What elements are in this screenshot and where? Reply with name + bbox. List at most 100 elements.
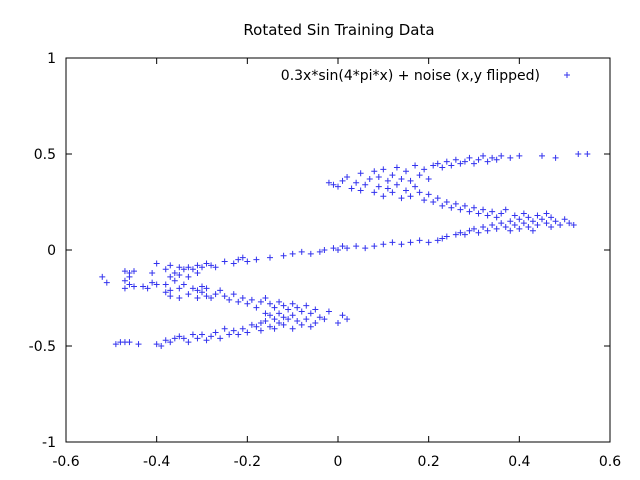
data-point xyxy=(434,237,441,244)
x-tick-label: 0.6 xyxy=(599,454,621,470)
data-point xyxy=(498,220,505,227)
data-point xyxy=(362,245,369,252)
data-point xyxy=(484,158,491,165)
data-point xyxy=(489,222,496,229)
data-point xyxy=(167,273,174,280)
data-point xyxy=(199,283,205,290)
data-point xyxy=(403,168,409,175)
data-point xyxy=(452,231,459,238)
data-point xyxy=(316,248,323,255)
data-point xyxy=(511,212,518,219)
data-point xyxy=(480,206,487,213)
data-point xyxy=(516,152,523,159)
data-point xyxy=(185,291,192,298)
data-point xyxy=(471,225,477,232)
data-point xyxy=(493,214,500,221)
data-point xyxy=(244,329,251,336)
data-point xyxy=(276,310,283,317)
data-point xyxy=(276,319,283,326)
data-point xyxy=(443,199,450,205)
data-point xyxy=(180,335,187,342)
data-point xyxy=(480,152,487,159)
data-point xyxy=(529,227,536,234)
data-point xyxy=(403,187,409,194)
data-point xyxy=(298,321,305,328)
data-point xyxy=(452,156,459,163)
data-point xyxy=(221,325,228,332)
data-point xyxy=(339,243,346,250)
data-point xyxy=(430,162,437,169)
data-point xyxy=(180,266,187,273)
data-point xyxy=(185,339,192,346)
data-point xyxy=(285,306,292,313)
data-point xyxy=(226,331,233,338)
data-point xyxy=(149,270,156,277)
data-point xyxy=(239,295,246,301)
points-layer xyxy=(99,151,591,349)
data-point xyxy=(339,177,346,184)
data-point xyxy=(153,281,160,288)
data-point xyxy=(398,195,405,202)
data-point xyxy=(185,273,192,280)
data-point xyxy=(167,339,174,346)
data-point xyxy=(289,325,296,332)
data-point xyxy=(534,222,541,229)
data-point xyxy=(176,285,183,292)
data-point xyxy=(271,325,278,332)
data-point xyxy=(203,293,210,300)
data-point xyxy=(189,285,196,292)
data-point xyxy=(461,231,468,238)
data-point xyxy=(371,168,378,175)
data-point xyxy=(471,160,477,167)
data-point xyxy=(307,310,314,317)
data-point xyxy=(548,223,555,230)
data-point xyxy=(253,256,260,263)
data-point xyxy=(489,154,496,161)
data-point xyxy=(176,295,183,301)
data-point xyxy=(226,296,233,303)
data-point xyxy=(557,222,564,229)
data-point xyxy=(262,318,269,325)
data-point xyxy=(212,264,219,271)
data-point xyxy=(543,210,550,217)
data-point xyxy=(189,266,196,273)
data-point xyxy=(461,158,468,165)
data-point xyxy=(289,312,296,319)
data-point xyxy=(194,295,201,301)
data-point xyxy=(135,341,142,348)
data-point xyxy=(389,239,396,246)
data-point xyxy=(380,241,387,248)
data-point xyxy=(416,189,423,196)
data-point xyxy=(162,289,169,296)
data-point xyxy=(239,254,246,261)
data-point xyxy=(167,293,174,300)
data-point xyxy=(357,187,364,194)
data-point xyxy=(267,300,273,307)
data-point xyxy=(407,193,414,200)
data-point xyxy=(248,321,255,328)
data-point xyxy=(493,225,500,232)
data-point xyxy=(121,268,128,275)
data-point xyxy=(539,152,545,159)
data-point xyxy=(285,316,292,323)
data-point xyxy=(457,160,464,167)
data-point xyxy=(516,225,523,232)
data-point xyxy=(162,337,169,344)
data-point xyxy=(348,185,355,192)
data-point xyxy=(389,189,396,196)
data-point xyxy=(353,243,360,250)
data-point xyxy=(393,181,400,188)
data-point xyxy=(339,312,346,319)
data-point xyxy=(335,319,341,326)
data-point xyxy=(375,174,382,181)
data-point xyxy=(221,293,228,300)
data-point xyxy=(176,333,183,340)
data-point xyxy=(112,341,119,348)
data-point xyxy=(475,210,482,217)
data-point xyxy=(539,216,545,223)
axis-ticks: -0.6 -0.4 -0.2 0 0.2 0.4 0.6 -1 -0.5 0 0.5 1 xyxy=(29,51,622,470)
data-point xyxy=(253,323,260,330)
data-point xyxy=(244,300,251,307)
data-point xyxy=(267,323,273,330)
data-point xyxy=(425,175,432,182)
